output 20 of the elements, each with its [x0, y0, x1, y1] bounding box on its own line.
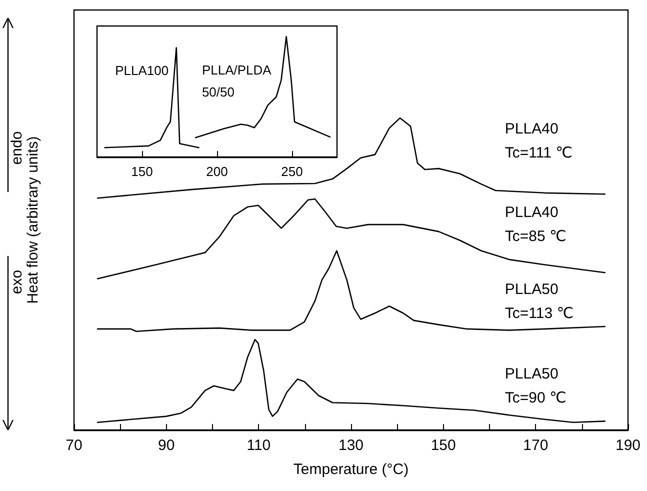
series-label: PLLA40 Tc=85 ℃: [504, 204, 566, 246]
x-tick-label: 150: [131, 164, 153, 179]
x-tick-label: 190: [615, 437, 641, 454]
series-label: PLLA50 Tc=113 ℃: [504, 281, 574, 322]
series-label: PLLA/PLDA 50/50: [202, 62, 272, 100]
series-label: PLLA50 Tc=90 ℃: [504, 366, 566, 407]
x-tick-label: 170: [523, 437, 548, 454]
x-tick-label: 90: [158, 437, 175, 454]
x-axis-title: Temperature (°C): [293, 461, 409, 478]
series-label: PLLA100: [115, 63, 169, 78]
x-tick-label: 250: [281, 164, 303, 179]
x-tick-label: 70: [66, 437, 82, 454]
y-axis-title: Heat flow (arbitrary units): [24, 136, 42, 304]
x-tick-label: 110: [246, 437, 271, 454]
series-label: PLLA40 Tc=111 ℃: [504, 120, 572, 162]
text: exo: [8, 270, 26, 294]
x-tick-label: 150: [430, 437, 456, 454]
text: endo: [8, 131, 26, 165]
x-tick-label: 130: [338, 437, 364, 454]
x-tick-label: 200: [206, 164, 228, 179]
